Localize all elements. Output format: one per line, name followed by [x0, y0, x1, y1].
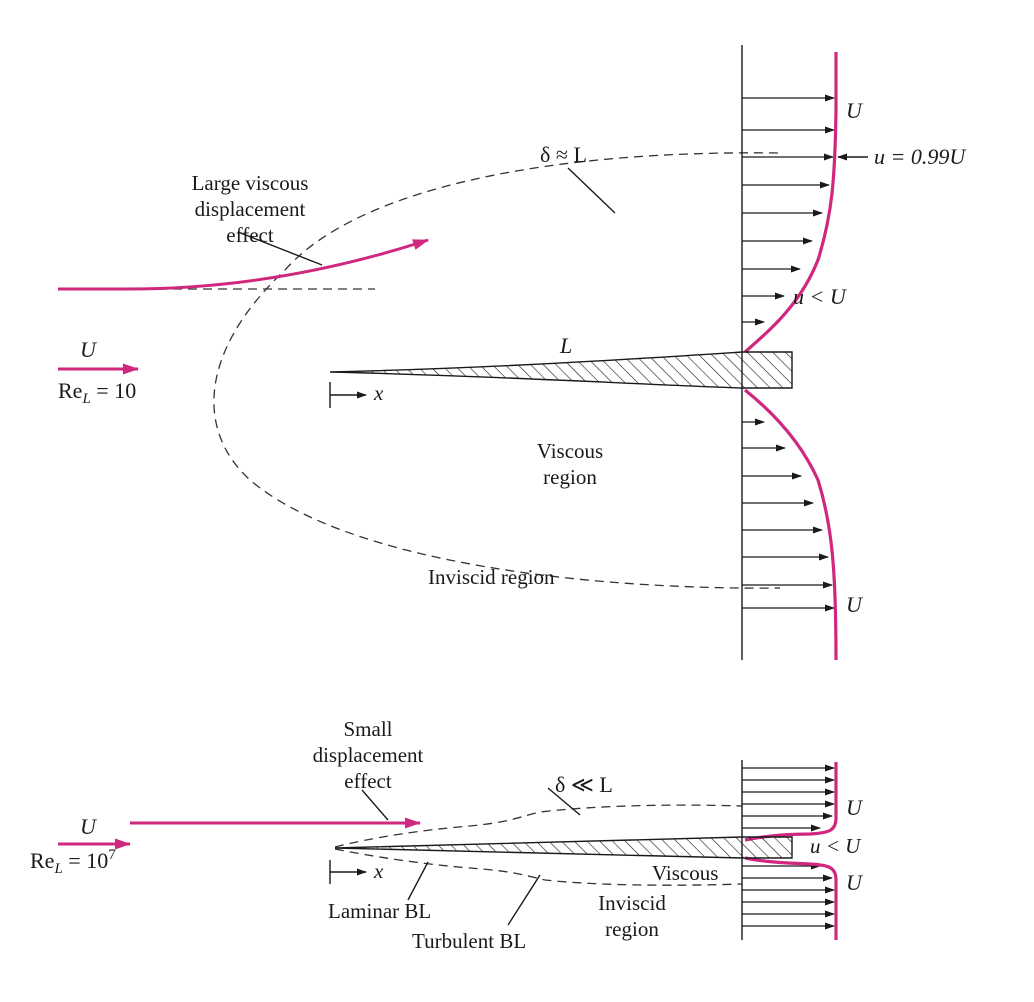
viscous-region-line2: region	[543, 465, 597, 489]
u099-label: u = 0.99U	[874, 144, 967, 169]
bottom-x-label: x	[373, 859, 384, 883]
top-u-bottom-label: U	[846, 592, 864, 617]
bottom-stream-u-label: U	[80, 814, 98, 839]
small-disp-line1: Small	[343, 717, 392, 741]
bottom-reynolds-label: ReL = 107	[30, 847, 116, 877]
top-velocity-profile-lower	[744, 388, 838, 661]
top-flat-plate	[329, 351, 793, 389]
bottom-upper-bl-edge	[334, 804, 743, 848]
small-disp-line3: effect	[344, 769, 392, 793]
large-viscous-label-line2: displacement	[195, 197, 306, 221]
small-disp-line2: displacement	[313, 743, 424, 767]
top-reynolds-label: ReL = 10	[58, 378, 136, 407]
top-u-free-label: U	[846, 98, 864, 123]
bottom-u-top-label: U	[846, 795, 864, 820]
small-disp-leader	[361, 789, 389, 821]
top-velocity-profile-upper	[743, 52, 838, 354]
laminar-bl-label: Laminar BL	[328, 899, 431, 923]
inviscid-region-label: Inviscid region	[428, 565, 555, 589]
top-u-less-label: u < U	[793, 284, 848, 309]
top-velocity-arrows	[742, 94, 835, 612]
top-x-label: x	[373, 381, 384, 405]
turbulent-bl-label: Turbulent BL	[412, 929, 526, 953]
viscous-region-line1: Viscous	[537, 439, 603, 463]
large-viscous-label-line1: Large viscous	[192, 171, 309, 195]
bottom-inviscid-line1: Inviscid	[598, 891, 666, 915]
top-diagram: δ ≈ L Large viscous displacement effect …	[58, 45, 967, 661]
top-stream-u-label: U	[80, 337, 98, 362]
laminar-leader	[407, 861, 429, 901]
top-streamline	[58, 238, 429, 291]
top-delta-label: δ ≈ L	[540, 142, 587, 167]
bottom-viscous-label: Viscous	[652, 861, 718, 885]
bottom-velocity-arrows	[742, 764, 835, 930]
bottom-u-less-label: u < U	[810, 834, 862, 858]
large-viscous-label-line3: effect	[226, 223, 274, 247]
top-delta-leader	[567, 167, 616, 214]
bottom-delta-leader	[547, 787, 581, 816]
bottom-velocity-profile-lower	[744, 856, 838, 940]
large-viscous-leader	[237, 231, 323, 266]
bottom-delta-label: δ ≪ L	[555, 772, 613, 797]
bottom-lower-bl-edge	[334, 848, 743, 886]
bottom-diagram: Small displacement effect δ ≪ L U u < U …	[30, 717, 864, 953]
top-delta-envelope	[213, 152, 781, 589]
bottom-flat-plate	[334, 836, 793, 859]
turbulent-leader	[507, 874, 541, 926]
bottom-u-bottom-label: U	[846, 870, 864, 895]
bottom-inviscid-line2: region	[605, 917, 659, 941]
plate-length-label: L	[559, 333, 572, 358]
